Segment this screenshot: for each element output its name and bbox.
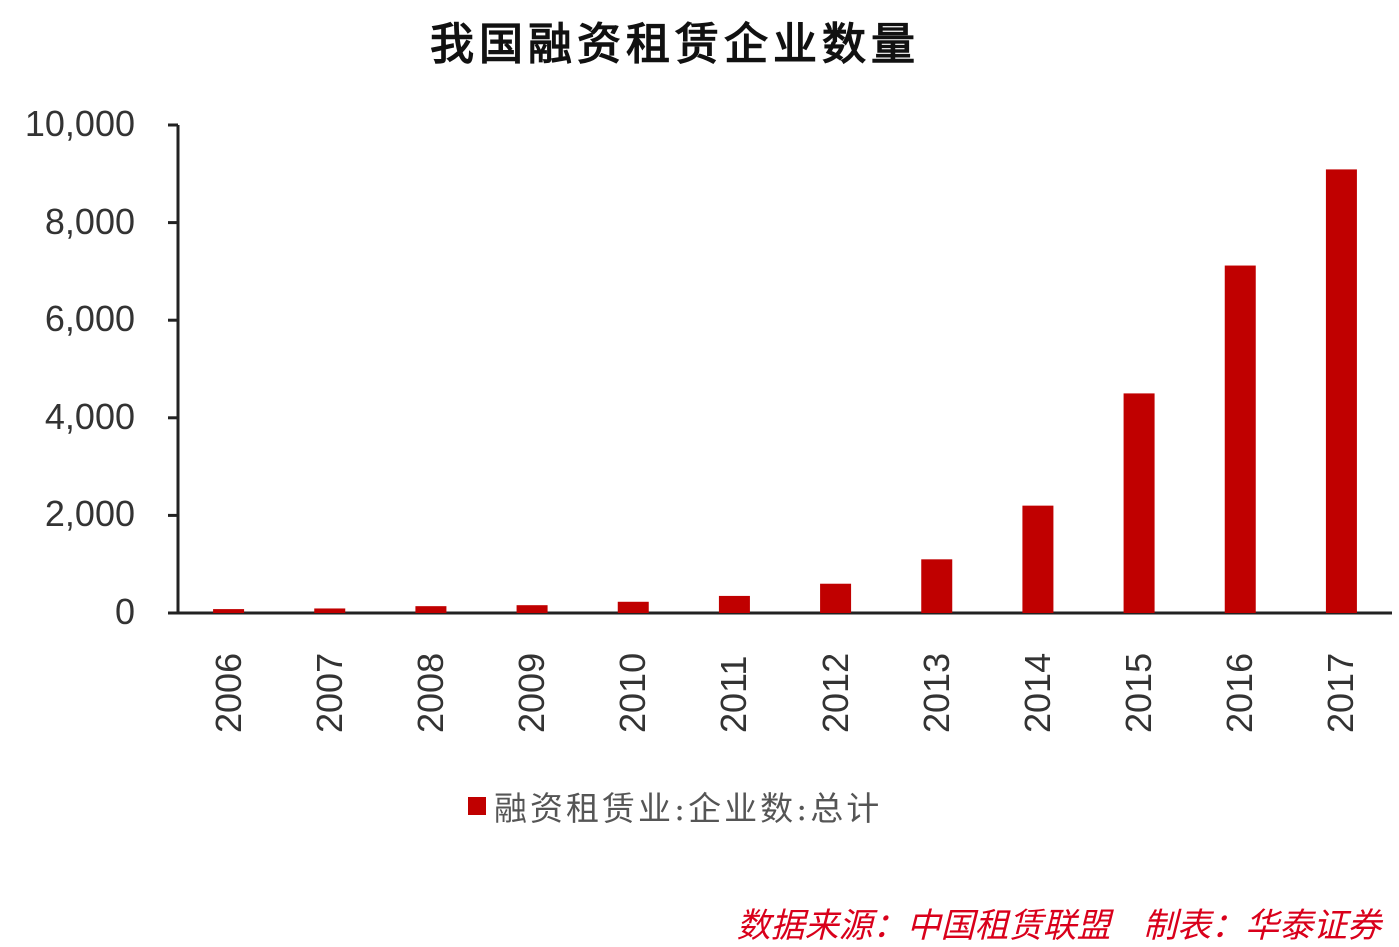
x-tick-label: 2015 <box>1118 652 1160 733</box>
bar-2008 <box>415 606 447 613</box>
y-tick-label: 8,000 <box>44 200 135 242</box>
y-tick-label: 6,000 <box>44 298 135 340</box>
bar-2010 <box>617 601 649 613</box>
y-tick-label: 4,000 <box>44 395 135 437</box>
x-tick-label: 2008 <box>409 652 451 733</box>
bar-2017 <box>1325 169 1357 613</box>
bar-2007 <box>314 608 346 613</box>
bar-2015 <box>1123 393 1155 613</box>
x-tick-label: 2013 <box>915 652 957 733</box>
chart-title: 我国融资租赁企业数量 <box>430 19 920 70</box>
x-tick-label: 2017 <box>1320 652 1362 733</box>
x-tick-label: 2014 <box>1016 652 1058 733</box>
legend-label: 融资租赁业:企业数:总计 <box>494 789 883 828</box>
legend: 融资租赁业:企业数:总计 <box>468 782 882 830</box>
x-tick-label: 2016 <box>1219 652 1261 733</box>
x-tick-label: 2009 <box>511 652 553 733</box>
bar-2006 <box>213 609 245 613</box>
y-tick-label: 2,000 <box>44 493 135 535</box>
x-tick-label: 2010 <box>612 652 654 733</box>
bar-2013 <box>921 559 953 613</box>
legend-swatch <box>468 797 486 815</box>
y-tick-label: 0 <box>114 591 135 632</box>
bar-2014 <box>1022 505 1054 613</box>
bar-2012 <box>820 583 852 613</box>
x-tick-label: 2006 <box>207 652 249 733</box>
bar-2016 <box>1224 265 1256 613</box>
x-tick-label: 2012 <box>814 652 856 733</box>
bar-2011 <box>718 595 750 613</box>
x-tick-label: 2011 <box>713 655 755 733</box>
bar-2009 <box>516 605 548 613</box>
x-tick-label: 2007 <box>308 652 350 733</box>
y-tick-label: 10,000 <box>24 103 135 144</box>
source-note: 数据来源：中国租赁联盟 制表：华泰证券 <box>736 906 1381 946</box>
